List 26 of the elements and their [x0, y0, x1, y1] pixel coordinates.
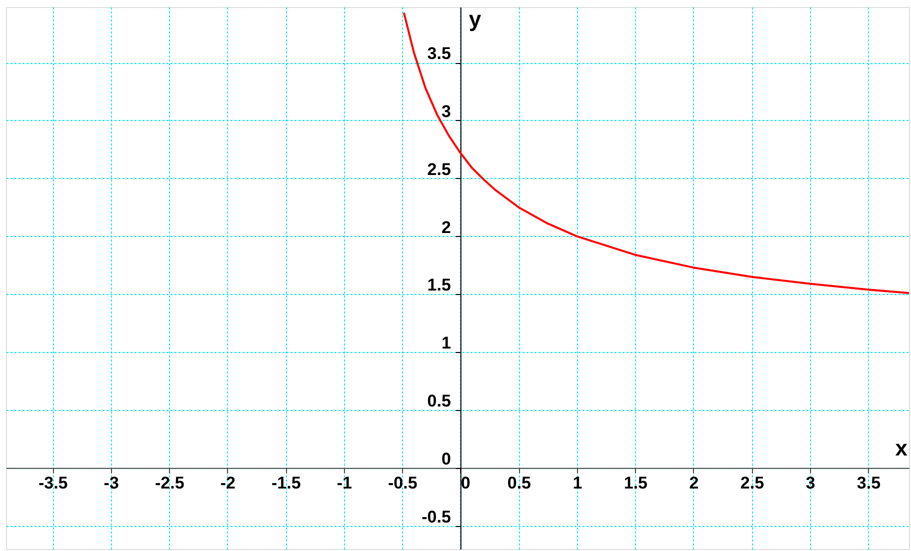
x-tick-label: 0 — [460, 473, 470, 492]
x-tick-label: -0.5 — [388, 473, 418, 492]
y-tick-label: 0 — [441, 449, 451, 468]
x-tick-label: -2 — [220, 473, 236, 492]
y-tick-label: -0.5 — [422, 507, 451, 526]
y-tick-label: 3.5 — [427, 44, 451, 64]
x-tick-label: 0.5 — [507, 473, 531, 492]
x-tick-label: 1 — [572, 473, 582, 492]
y-tick-label: 3 — [441, 102, 451, 121]
y-tick-label: 2.5 — [427, 160, 451, 179]
x-tick-label: -3.5 — [38, 473, 68, 492]
y-tick-label: 1 — [441, 334, 451, 353]
y-axis-title: y — [468, 6, 482, 32]
x-tick-label: 3.5 — [856, 473, 881, 492]
x-tick-label: -3 — [104, 473, 119, 492]
y-tick-label: 2 — [441, 218, 451, 237]
x-tick-label: -1 — [336, 473, 352, 492]
y-tick-label: 0.5 — [427, 392, 451, 411]
y-tick-label: 1.5 — [427, 276, 451, 295]
x-tick-label: -1.5 — [271, 473, 301, 492]
x-tick-label: 3 — [806, 473, 816, 492]
x-axis-title: x — [895, 435, 908, 460]
x-tick-label: 2 — [689, 473, 699, 492]
x-tick-label: 1.5 — [624, 473, 648, 492]
x-tick-label: -2.5 — [154, 473, 184, 492]
x-tick-label: 2.5 — [740, 473, 764, 492]
